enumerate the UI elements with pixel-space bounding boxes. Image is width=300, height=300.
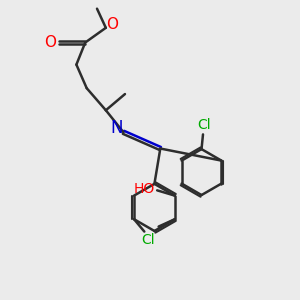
Text: N: N [111, 119, 123, 137]
Text: O: O [44, 35, 56, 50]
Text: Cl: Cl [197, 118, 211, 132]
Text: Cl: Cl [141, 233, 155, 248]
Text: HO: HO [133, 182, 154, 196]
Text: O: O [106, 17, 118, 32]
